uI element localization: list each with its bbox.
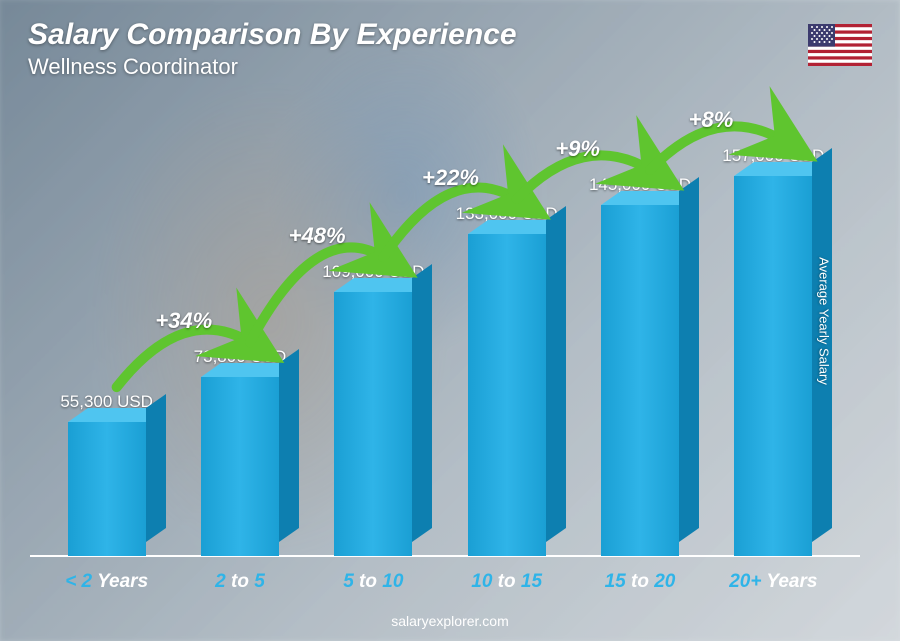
bar-side-face [546, 206, 566, 542]
page-title: Salary Comparison By Experience [28, 18, 517, 52]
x-axis-label: < 2 Years [40, 571, 173, 593]
bar-front-face [601, 205, 679, 556]
growth-pct-label: +34% [155, 308, 212, 334]
growth-pct-label: +8% [689, 107, 734, 133]
x-axis-label: 20+ Years [707, 571, 840, 593]
bar [734, 176, 812, 556]
x-axis-labels: < 2 Years2 to 55 to 1010 to 1515 to 2020… [40, 571, 840, 593]
bar-front-face [468, 234, 546, 556]
bar-side-face [279, 349, 299, 542]
x-axis-label: 10 to 15 [440, 571, 573, 593]
bar-group: 145,000 USD [573, 175, 706, 556]
bar [601, 205, 679, 556]
bar-group: 55,300 USD [40, 392, 173, 556]
bar [201, 377, 279, 556]
bar-group: 133,000 USD [440, 204, 573, 556]
x-axis-label: 15 to 20 [573, 571, 706, 593]
bar-front-face [68, 422, 146, 556]
x-axis-label: 2 to 5 [173, 571, 306, 593]
growth-pct-label: +9% [555, 136, 600, 162]
bar-group: 73,800 USD [173, 347, 306, 556]
y-axis-label: Average Yearly Salary [817, 257, 832, 385]
growth-pct-label: +22% [422, 165, 479, 191]
x-axis-label: 5 to 10 [307, 571, 440, 593]
bar [68, 422, 146, 556]
bar-group: 109,000 USD [307, 262, 440, 556]
bar-side-face [412, 264, 432, 542]
bar-front-face [201, 377, 279, 556]
bar-front-face [334, 292, 412, 556]
us-flag-icon [808, 24, 872, 66]
bar-side-face [146, 394, 166, 542]
bar-front-face [734, 176, 812, 556]
bar [334, 292, 412, 556]
footer-attribution: salaryexplorer.com [0, 613, 900, 629]
page-subtitle: Wellness Coordinator [28, 54, 517, 80]
bar [468, 234, 546, 556]
header: Salary Comparison By Experience Wellness… [28, 18, 517, 80]
growth-pct-label: +48% [289, 223, 346, 249]
bar-side-face [679, 177, 699, 542]
